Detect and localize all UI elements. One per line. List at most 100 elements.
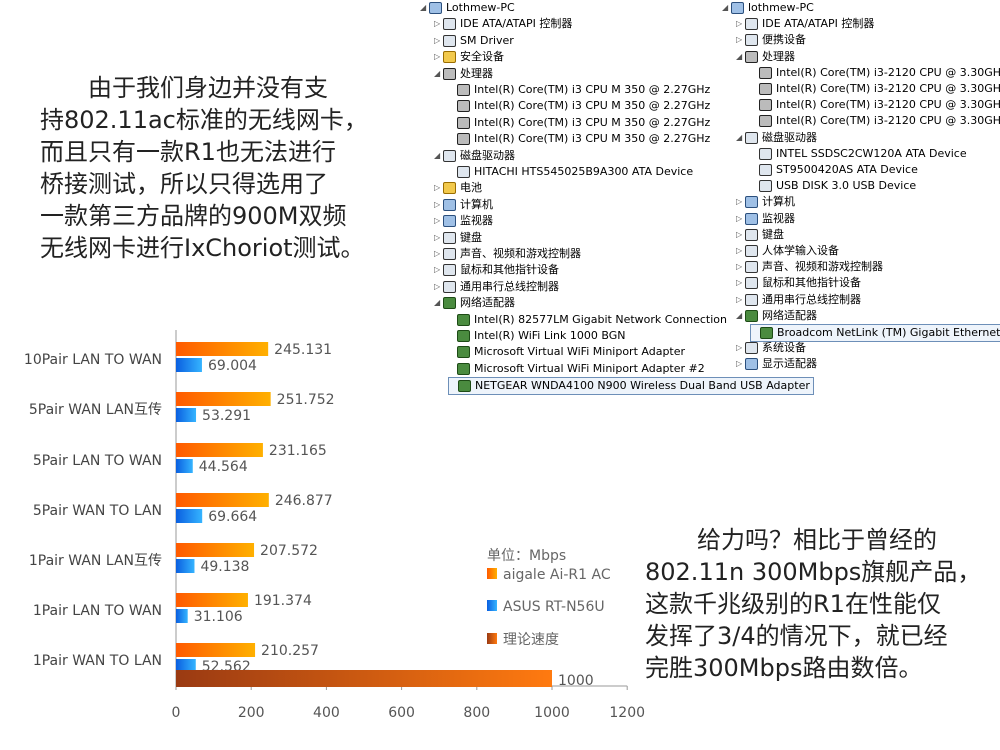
bar-aigale [176,593,248,607]
data-label: 207.572 [260,543,318,559]
tree-node[interactable]: Intel(R) Core(TM) i3-2120 CPU @ 3.30GHz [750,97,1000,113]
tree-node[interactable]: ▷ 安全设备 [434,49,504,65]
tree-node[interactable]: ▷ 声音、视频和游戏控制器 [736,259,883,275]
tree-node[interactable]: Intel(R) Core(TM) i3-2120 CPU @ 3.30GHz [750,81,1000,97]
tree-node[interactable]: Microsoft Virtual WiFi Miniport Adapter [448,344,685,360]
tree-node-label: Intel(R) Core(TM) i3 CPU M 350 @ 2.27GHz [474,132,711,146]
expand-toggle-icon[interactable]: ▷ [736,35,743,45]
expand-toggle-icon[interactable]: ◢ [420,3,427,12]
nic-icon [760,327,773,339]
expand-toggle-icon[interactable]: ▷ [434,183,441,193]
tree-node-label: SM Driver [460,33,514,47]
tree-node[interactable]: ▷ 声音、视频和游戏控制器 [434,246,581,262]
cpu-icon [759,115,772,128]
tree-node[interactable]: HITACHI HTS545025B9A300 ATA Device [448,164,693,180]
expand-toggle-icon[interactable]: ▷ [434,199,441,209]
tree-node[interactable]: ▷ 鼠标和其他指针设备 [736,275,861,291]
tree-node-label: Microsoft Virtual WiFi Miniport Adapter … [474,361,705,375]
tree-node[interactable]: Intel(R) Core(TM) i3-2120 CPU @ 3.30GHz [750,113,1000,129]
tree-node[interactable]: ▷ 便携设备 [736,32,806,48]
conclusion-line: 这款千兆级别的R1在性能仅 [645,590,941,618]
tree-node[interactable]: ◢ 网络适配器 [736,308,817,324]
tree-node[interactable]: NETGEAR WNDA4100 N900 Wireless Dual Band… [448,377,814,396]
tree-node[interactable]: ▷ IDE ATA/ATAPI 控制器 [434,16,572,32]
expand-toggle-icon[interactable]: ◢ [736,51,743,61]
device-manager-tree-left[interactable]: ◢ Lothmew-PC ▷ IDE ATA/ATAPI 控制器 ▷ SM Driver ▷… [420,0,814,396]
expand-toggle-icon[interactable]: ▷ [434,19,441,29]
tree-node[interactable]: Intel(R) Core(TM) i3 CPU M 350 @ 2.27GHz [448,98,710,114]
tree-node[interactable]: ▷ 系统设备 [736,340,806,356]
expand-toggle-icon[interactable]: ◢ [434,68,441,78]
expand-toggle-icon[interactable]: ▷ [434,265,441,275]
tree-node[interactable]: ◢ 处理器 [736,49,795,65]
tree-node[interactable]: ▷ 计算机 [434,197,493,213]
expand-toggle-icon[interactable]: ▷ [736,197,743,207]
tree-node[interactable]: ◢ 处理器 [434,66,493,82]
tree-node[interactable]: Intel(R) Core(TM) i3-2120 CPU @ 3.30GHz [750,65,1000,81]
intro-line: 而且只有一款R1也无法进行 [40,138,336,166]
tree-node-label: Intel(R) Core(TM) i3-2120 CPU @ 3.30GHz [776,82,1000,95]
tree-node-label: 人体学输入设备 [762,244,839,257]
tree-node[interactable]: Microsoft Virtual WiFi Miniport Adapter … [448,361,705,377]
tree-node[interactable]: Intel(R) Core(TM) i3 CPU M 350 @ 2.27GHz [448,115,710,131]
expand-toggle-icon[interactable]: ▷ [736,359,743,369]
expand-toggle-icon[interactable]: ▷ [434,281,441,291]
expand-toggle-icon[interactable]: ▷ [434,35,441,45]
tree-node[interactable]: ▷ SM Driver [434,33,514,49]
tree-node[interactable]: Broadcom NetLink (TM) Gigabit Ethernet [750,324,1000,342]
mouse-icon [443,264,456,277]
tree-node[interactable]: ▷ 监视器 [434,213,493,229]
x-tick-label: 800 [463,705,490,721]
expand-toggle-icon[interactable]: ▷ [736,229,743,239]
sound-icon [443,248,456,260]
tree-node[interactable]: Intel(R) 82577LM Gigabit Network Connect… [448,312,727,328]
tree-node[interactable]: INTEL SSDSC2CW120A ATA Device [750,146,967,162]
tree-node[interactable]: ▷ 计算机 [736,194,795,210]
data-label: 69.004 [208,358,257,374]
expand-toggle-icon[interactable]: ◢ [736,310,743,320]
tree-node[interactable]: ST9500420AS ATA Device [750,162,918,178]
expand-toggle-icon[interactable]: ◢ [434,150,441,160]
expand-toggle-icon[interactable]: ▷ [736,246,743,255]
tree-node[interactable]: ▷ 键盘 [434,230,482,246]
tree-node[interactable]: ▷ 显示适配器 [736,356,817,372]
tree-node[interactable]: ▷ 通用串行总线控制器 [736,292,861,308]
expand-toggle-icon[interactable]: ▷ [736,343,743,353]
bar-aigale [176,443,263,457]
expand-toggle-icon[interactable]: ◢ [434,298,441,308]
expand-toggle-icon[interactable]: ▷ [736,262,743,272]
usb-icon [745,293,758,306]
nic-icon [457,362,470,375]
data-label: 49.138 [200,559,249,575]
tree-node[interactable]: ◢ 网络适配器 [434,295,515,311]
tree-node[interactable]: ▷ 鼠标和其他指针设备 [434,262,559,278]
tree-node[interactable]: USB DISK 3.0 USB Device [750,178,916,194]
expand-toggle-icon[interactable]: ▷ [736,278,743,288]
tree-node[interactable]: ◢ 磁盘驱动器 [434,148,515,164]
expand-toggle-icon[interactable]: ▷ [434,52,441,62]
cpu-icon [759,99,772,112]
tree-node[interactable]: Intel(R) WiFi Link 1000 BGN [448,328,625,344]
expand-toggle-icon[interactable]: ▷ [736,213,743,223]
expand-toggle-icon[interactable]: ▷ [736,19,743,29]
tree-node[interactable]: Intel(R) Core(TM) i3 CPU M 350 @ 2.27GHz [448,82,710,98]
expand-toggle-icon[interactable]: ◢ [722,3,729,12]
expand-toggle-icon[interactable]: ▷ [736,294,743,304]
tree-node[interactable]: ▷ 通用串行总线控制器 [434,279,559,295]
tree-node[interactable]: ◢ 磁盘驱动器 [736,130,817,146]
tree-node[interactable]: ◢ lothmew-PC [722,0,814,16]
nic-icon [457,313,470,326]
tree-node[interactable]: ▷ 键盘 [736,227,784,243]
tree-node[interactable]: ◢ Lothmew-PC [420,0,515,16]
expand-toggle-icon[interactable]: ▷ [434,232,441,242]
expand-toggle-icon[interactable]: ▷ [434,216,441,226]
tree-node[interactable]: ▷ IDE ATA/ATAPI 控制器 [736,16,874,32]
monitor-icon [443,215,456,228]
expand-toggle-icon[interactable]: ◢ [736,132,743,142]
device-manager-tree-right[interactable]: ◢ lothmew-PC ▷ IDE ATA/ATAPI 控制器 ▷ 便携设备 ◢ 处理器 In… [722,0,1000,372]
tree-node[interactable]: ▷ 监视器 [736,211,795,227]
tree-node[interactable]: ▷ 人体学输入设备 [736,243,839,259]
expand-toggle-icon[interactable]: ▷ [434,249,441,258]
tree-node[interactable]: ▷ 电池 [434,180,482,196]
tree-node[interactable]: Intel(R) Core(TM) i3 CPU M 350 @ 2.27GHz [448,131,710,147]
